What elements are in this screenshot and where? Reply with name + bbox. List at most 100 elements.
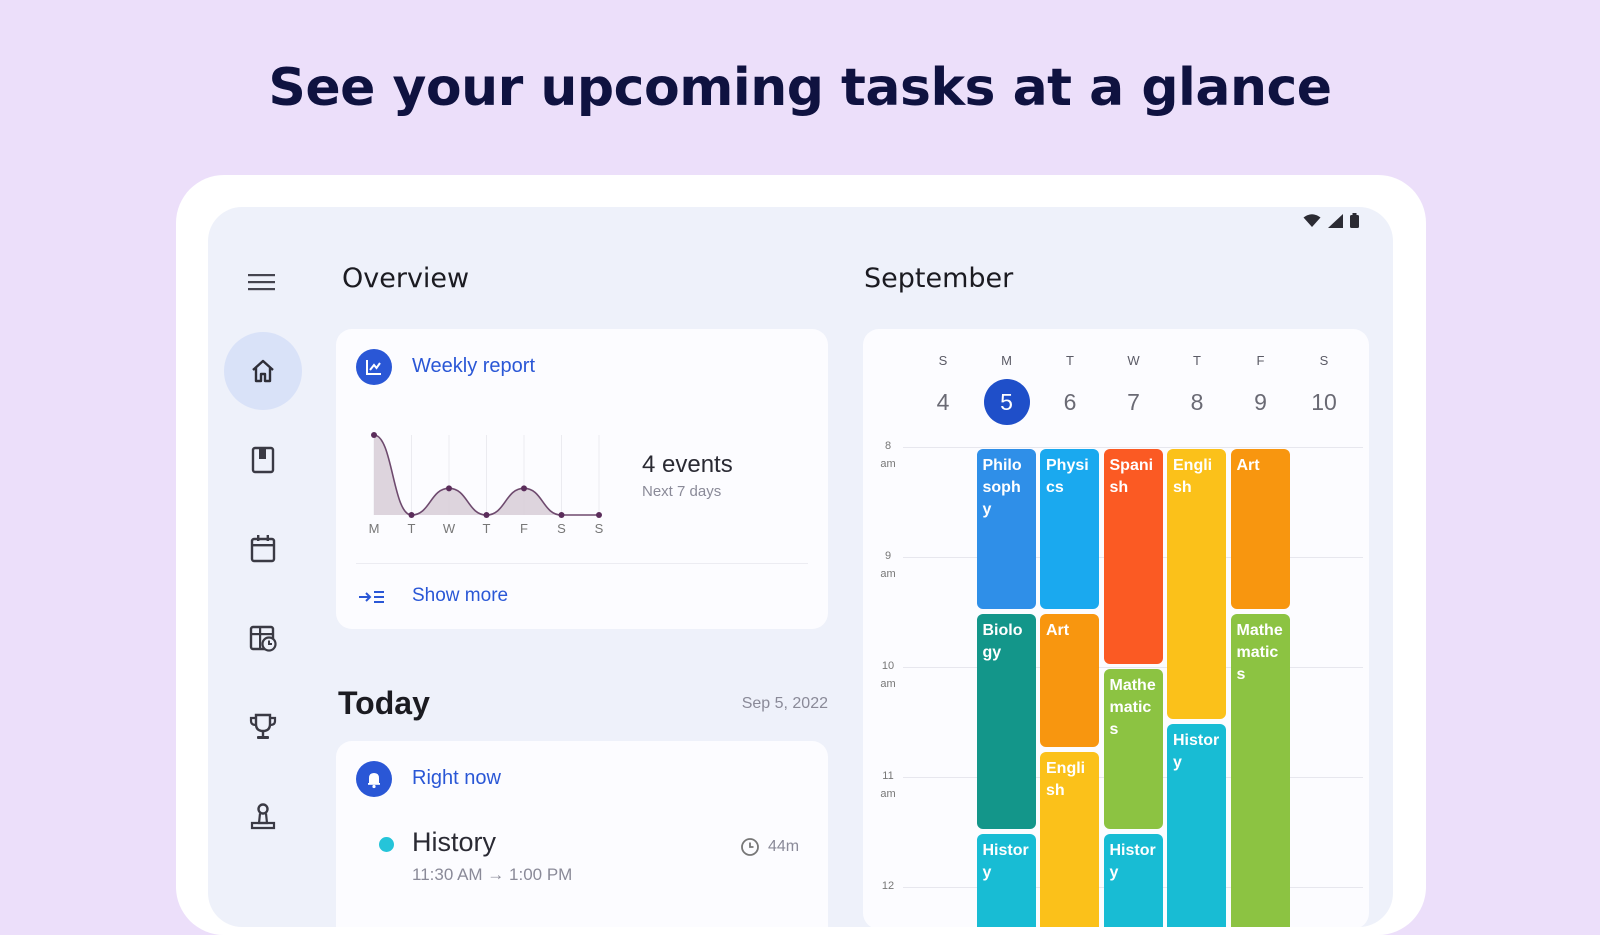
hour-label: 11 am	[875, 767, 901, 803]
date-number[interactable]: 8	[1190, 389, 1204, 415]
hour-label: 8 am	[875, 437, 901, 473]
book-icon	[251, 446, 275, 474]
weekday-label: S	[938, 353, 948, 368]
card-divider	[356, 563, 808, 564]
calendar-event[interactable]: Biology	[976, 614, 1036, 829]
headline: See your upcoming tasks at a glance	[268, 58, 1332, 118]
hour-ampm: am	[880, 788, 896, 800]
weekday-label: W	[1127, 353, 1140, 368]
weekday-label: S	[1319, 353, 1329, 368]
hour-gridline	[903, 447, 1363, 448]
timetable-icon	[249, 625, 277, 652]
chart-day-label: T	[483, 521, 491, 536]
calendar-event[interactable]: Art	[1040, 614, 1099, 747]
hour-label: 9 am	[875, 547, 901, 583]
nav-item-calendar[interactable]	[224, 510, 302, 588]
weekday-label: F	[1256, 353, 1265, 368]
task-name[interactable]: History	[412, 827, 497, 857]
calendar-event[interactable]: Mathematics	[1103, 669, 1163, 829]
show-more-icon	[358, 587, 386, 612]
hour-number: 12	[881, 880, 895, 892]
nav-item-teachers[interactable]	[224, 777, 302, 855]
overview-title: Overview	[342, 263, 470, 294]
selected-date[interactable]: 5	[983, 379, 1030, 425]
today-title: Today	[338, 685, 430, 721]
chart-area	[374, 435, 599, 515]
week-calendar: S 4 M 5 T 6 W 7 T 8 F 9 S 10 8 am 9 am 10 am 11 am 12 Philosoph…	[863, 329, 1369, 927]
chart-point	[371, 432, 377, 438]
right-now-badge	[356, 761, 392, 797]
chart-point	[558, 512, 565, 518]
right-now-card[interactable]: Right now History 44m 11:30 AM → 1:00 PM	[336, 741, 828, 927]
hour-label: 12	[875, 877, 901, 895]
calendar-event[interactable]: Philosophy	[976, 449, 1036, 609]
hour-gridline	[903, 667, 1363, 668]
events-subtitle: Next 7 days	[642, 483, 722, 500]
date-number[interactable]: 10	[1311, 389, 1337, 415]
weekday-label: T	[1193, 353, 1201, 368]
weekday-label: T	[1066, 353, 1074, 368]
clock-icon	[740, 837, 760, 862]
calendar-event[interactable]: Art	[1230, 449, 1290, 609]
wifi-icon	[1303, 213, 1321, 228]
calendar-event[interactable]: Mathematics	[1230, 614, 1290, 927]
chart-day-label: T	[408, 521, 416, 536]
weekly-report-card[interactable]: Weekly report M T W T F S S 4 events Next 7 da…	[336, 329, 828, 629]
menu-button[interactable]	[248, 271, 276, 293]
hour-number: 9	[884, 550, 892, 562]
trophy-icon	[249, 713, 277, 739]
weekly-report-title[interactable]: Weekly report	[412, 355, 536, 377]
hour-number: 8	[884, 440, 892, 452]
battery-icon	[1350, 213, 1359, 228]
calendar-event[interactable]: Spanish	[1103, 449, 1163, 664]
signal-icon	[1328, 213, 1343, 228]
hour-number: 11	[882, 770, 894, 782]
nav-item-trophy[interactable]	[224, 688, 302, 766]
app-screen: Overview September Weekly report M T W T F S S…	[208, 207, 1393, 927]
teacher-icon	[250, 803, 276, 830]
date-number[interactable]: 7	[1127, 389, 1140, 415]
chart-day-label: W	[443, 521, 456, 536]
chart-day-label: F	[520, 521, 528, 536]
nav-item-timetable[interactable]	[224, 599, 302, 677]
task-time-range: 11:30 AM → 1:00 PM	[412, 865, 573, 884]
show-more-link[interactable]: Show more	[412, 585, 509, 606]
calendar-event[interactable]: History	[1167, 724, 1226, 927]
calendar-event[interactable]: History	[976, 834, 1036, 927]
calendar-icon	[250, 535, 276, 563]
right-now-label: Right now	[412, 767, 501, 789]
chart-point	[408, 512, 415, 518]
chart-point	[596, 512, 602, 518]
menu-icon	[248, 274, 275, 291]
hour-ampm: am	[880, 678, 896, 690]
date-number[interactable]: 9	[1254, 389, 1267, 415]
chart-point	[483, 512, 490, 518]
calendar-event[interactable]: English	[1167, 449, 1226, 719]
trending-chart-icon	[366, 360, 381, 375]
date-number[interactable]: 4	[936, 389, 950, 415]
nav-item-home[interactable]	[224, 332, 302, 410]
chart-day-label: S	[557, 521, 566, 536]
calendar-event[interactable]: English	[1040, 751, 1099, 927]
month-title: September	[864, 263, 1014, 294]
chart-point	[446, 485, 452, 492]
hour-ampm: am	[880, 458, 896, 470]
hour-number: 10	[881, 660, 895, 672]
weekly-report-badge	[356, 349, 392, 385]
bell-icon	[368, 773, 380, 789]
task-duration: 44m	[768, 838, 800, 855]
calendar-event[interactable]: Physics	[1040, 449, 1099, 609]
status-bar	[1303, 213, 1359, 228]
home-icon	[252, 359, 274, 383]
hour-ampm: am	[880, 568, 896, 580]
task-color-dot	[379, 837, 394, 852]
chart-day-label: S	[595, 521, 604, 536]
nav-item-book[interactable]	[224, 421, 302, 499]
calendar-event[interactable]: History	[1103, 834, 1163, 927]
chart-point	[521, 485, 527, 492]
events-count: 4 events	[642, 451, 733, 478]
chart-day-label: M	[369, 521, 380, 536]
date-number[interactable]: 6	[1063, 389, 1077, 415]
weekday-label: M	[1001, 353, 1012, 368]
